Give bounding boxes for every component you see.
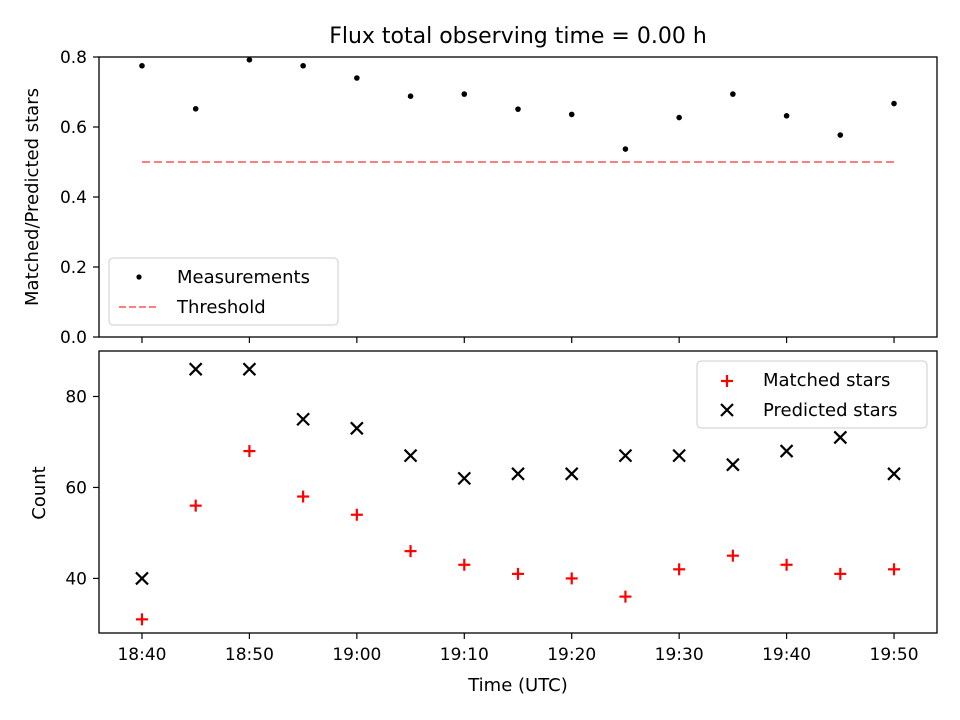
top-y-tick-label: 0.6 [60,118,87,138]
matched-star-point [189,499,202,512]
matched-star-point [135,613,148,626]
legend-measurements-marker [136,274,142,280]
top-legend-box [108,257,339,326]
bottom-panel: 40 60 80 18:40 18:50 19:00 19:10 19:20 19:30 19:4… [65,350,938,665]
legend-threshold-label: Threshold [176,297,266,318]
predicted-star-point [887,467,901,481]
predicted-star-point [403,448,418,463]
measurement-point [783,113,790,119]
bottom-legend-box [696,360,928,429]
bottom-marks [135,362,901,626]
top-legend: Measurements Threshold [108,257,339,326]
x-tick-label: 19:10 [440,645,489,665]
top-y-tick-label: 0.4 [60,188,87,208]
top-y-tick-label: 0.8 [60,48,87,68]
x-tick-label: 19:20 [547,645,596,665]
x-tick-label: 19:00 [332,645,381,665]
measurement-point [837,132,844,138]
measurement-point [461,91,468,97]
legend-predicted-label: Predicted stars [763,400,897,421]
top-marks [139,57,897,163]
predicted-star-point [457,471,472,486]
measurement-point [192,106,199,112]
measurement-point [407,93,414,99]
predicted-star-point [833,430,848,445]
x-axis-label: Time (UTC) [467,675,568,696]
measurement-point [515,106,521,112]
top-ticks: 0.0 0.2 0.4 0.6 0.8 [60,48,895,348]
matched-star-point [243,445,256,458]
predicted-star-point [188,362,203,376]
bottom-y-tick-label: 80 [65,387,87,407]
x-tick-label: 19:30 [655,645,704,665]
matched-star-point [780,558,793,571]
matched-star-point [834,567,847,580]
predicted-star-point [564,467,579,481]
matched-star-point [350,508,363,521]
predicted-star-point [296,412,310,427]
measurement-point [354,75,360,81]
measurement-point [139,62,145,69]
legend-predicted-marker [720,403,734,417]
bottom-y-tick-label: 60 [65,478,87,498]
predicted-star-point [618,448,633,463]
predicted-star-point [350,421,364,436]
measurement-point [246,57,253,63]
matched-star-point [458,558,471,571]
legend-measurements-label: Measurements [177,267,310,288]
predicted-star-point [242,362,257,376]
matched-star-point [673,563,686,576]
measurement-point [891,100,897,107]
x-tick-label: 19:40 [762,645,811,665]
matched-star-point [297,490,310,503]
top-plot-frame [98,56,938,338]
matched-star-point [565,572,578,585]
matched-star-point [888,563,901,576]
bottom-legend: Matched stars Predicted stars [696,360,928,429]
top-panel: 0.0 0.2 0.4 0.6 0.8 Measurements Threshold [60,48,938,348]
matched-star-point [619,590,632,603]
top-y-tick-label: 0.0 [60,328,87,348]
top-y-axis-label: Matched/Predicted stars [22,88,43,306]
x-tick-label: 18:40 [117,645,166,665]
bottom-y-axis-label: Count [29,466,50,519]
predicted-star-point [779,444,794,458]
predicted-star-point [135,571,149,586]
measurement-point [568,111,575,118]
predicted-star-point [511,467,525,481]
measurement-point [676,114,682,121]
matched-star-point [404,545,417,558]
measurement-point [730,91,736,97]
predicted-star-point [726,457,740,472]
matched-star-point [512,567,524,580]
measurement-point [622,146,629,152]
chart-title: Flux total observing time = 0.00 h [329,24,707,49]
bottom-y-tick-label: 40 [65,569,87,589]
matched-star-point [726,549,739,562]
x-tick-label: 18:50 [225,645,274,665]
bottom-plot-frame [98,350,938,634]
x-tick-label: 19:50 [870,645,919,665]
legend-matched-label: Matched stars [763,370,890,391]
predicted-star-point [672,448,686,463]
measurement-point [300,62,306,69]
legend-matched-marker [721,375,733,387]
bottom-ticks: 40 60 80 18:40 18:50 19:00 19:10 19:20 19:30 19:4… [65,387,918,665]
top-y-tick-label: 0.2 [60,258,87,278]
